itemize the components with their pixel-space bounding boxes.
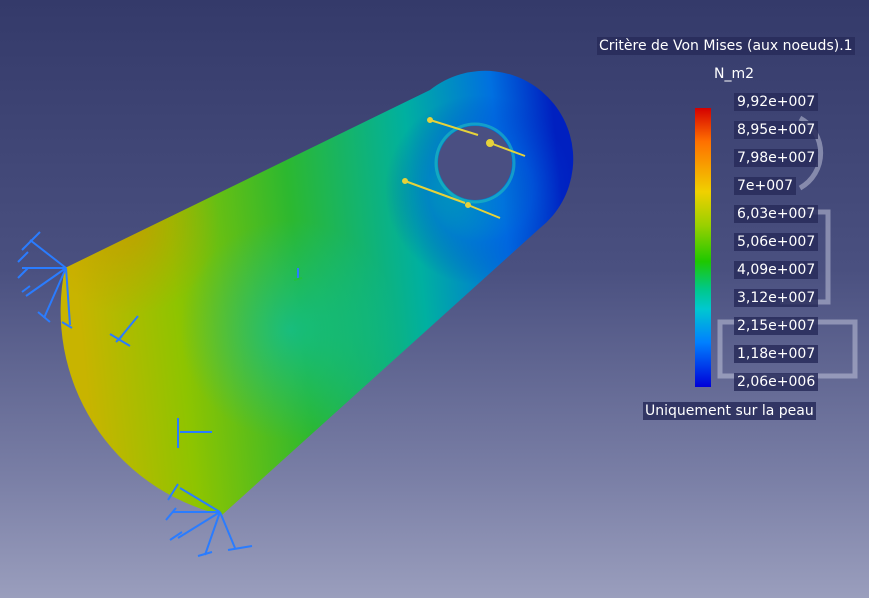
- part-plate[interactable]: [60, 70, 574, 516]
- legend-tick: 6,03e+007: [734, 205, 819, 223]
- legend-color-bar: [695, 108, 711, 387]
- legend-tick: 7,98e+007: [734, 149, 819, 167]
- legend-tick: 2,06e+006: [734, 373, 819, 391]
- restraint-bottom: [165, 418, 253, 557]
- legend-tick: 4,09e+007: [734, 261, 819, 279]
- legend-tick: 9,92e+007: [734, 93, 819, 111]
- legend-tick: 8,95e+007: [734, 121, 819, 139]
- legend-tick: 5,06e+007: [734, 233, 819, 251]
- restraint-left: [17, 231, 139, 347]
- bore-hole: [438, 126, 512, 200]
- legend-tick: 1,18e+007: [734, 345, 819, 363]
- legend-tick: 3,12e+007: [734, 289, 819, 307]
- legend-note: Uniquement sur la peau: [643, 402, 816, 420]
- legend-tick: 7e+007: [734, 177, 796, 195]
- axis-marker: [293, 268, 303, 281]
- legend-unit: N_m2: [714, 66, 755, 82]
- load-arrows: [402, 117, 526, 219]
- legend-title: Critère de Von Mises (aux noeuds).1: [597, 37, 855, 55]
- legend-tick: 2,15e+007: [734, 317, 819, 335]
